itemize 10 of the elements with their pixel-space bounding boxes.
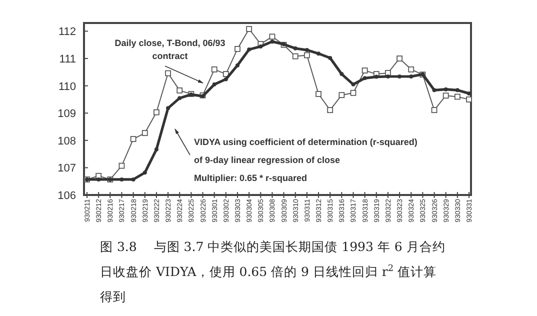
y-tick-label: 112 xyxy=(58,26,76,38)
text: 图 3.8 与图 3.7 中类似的美国长期国债 1993 年 6 月合约日收盘价 VIDYA，使用 0.65 倍的 9 日线性回归 r$^{2}$ 值计算得到 xyxy=(100,239,446,304)
y-tick-label: 109 xyxy=(58,108,76,120)
y-tick-label: 111 xyxy=(59,53,76,66)
annotation: Daily close, T-Bond, 06/93 contract xyxy=(114,38,226,61)
annotation: VIDYA using coefficient of determination (r-squared) of 9-day linear regression of close Multiplier: 0.65 * r-squared xyxy=(194,137,418,183)
y-tick-label: 108 xyxy=(58,135,76,148)
y-tick-label: 107 xyxy=(58,162,76,175)
y-tick-label: 110 xyxy=(58,80,76,93)
y-tick-label: 106 xyxy=(58,190,76,202)
